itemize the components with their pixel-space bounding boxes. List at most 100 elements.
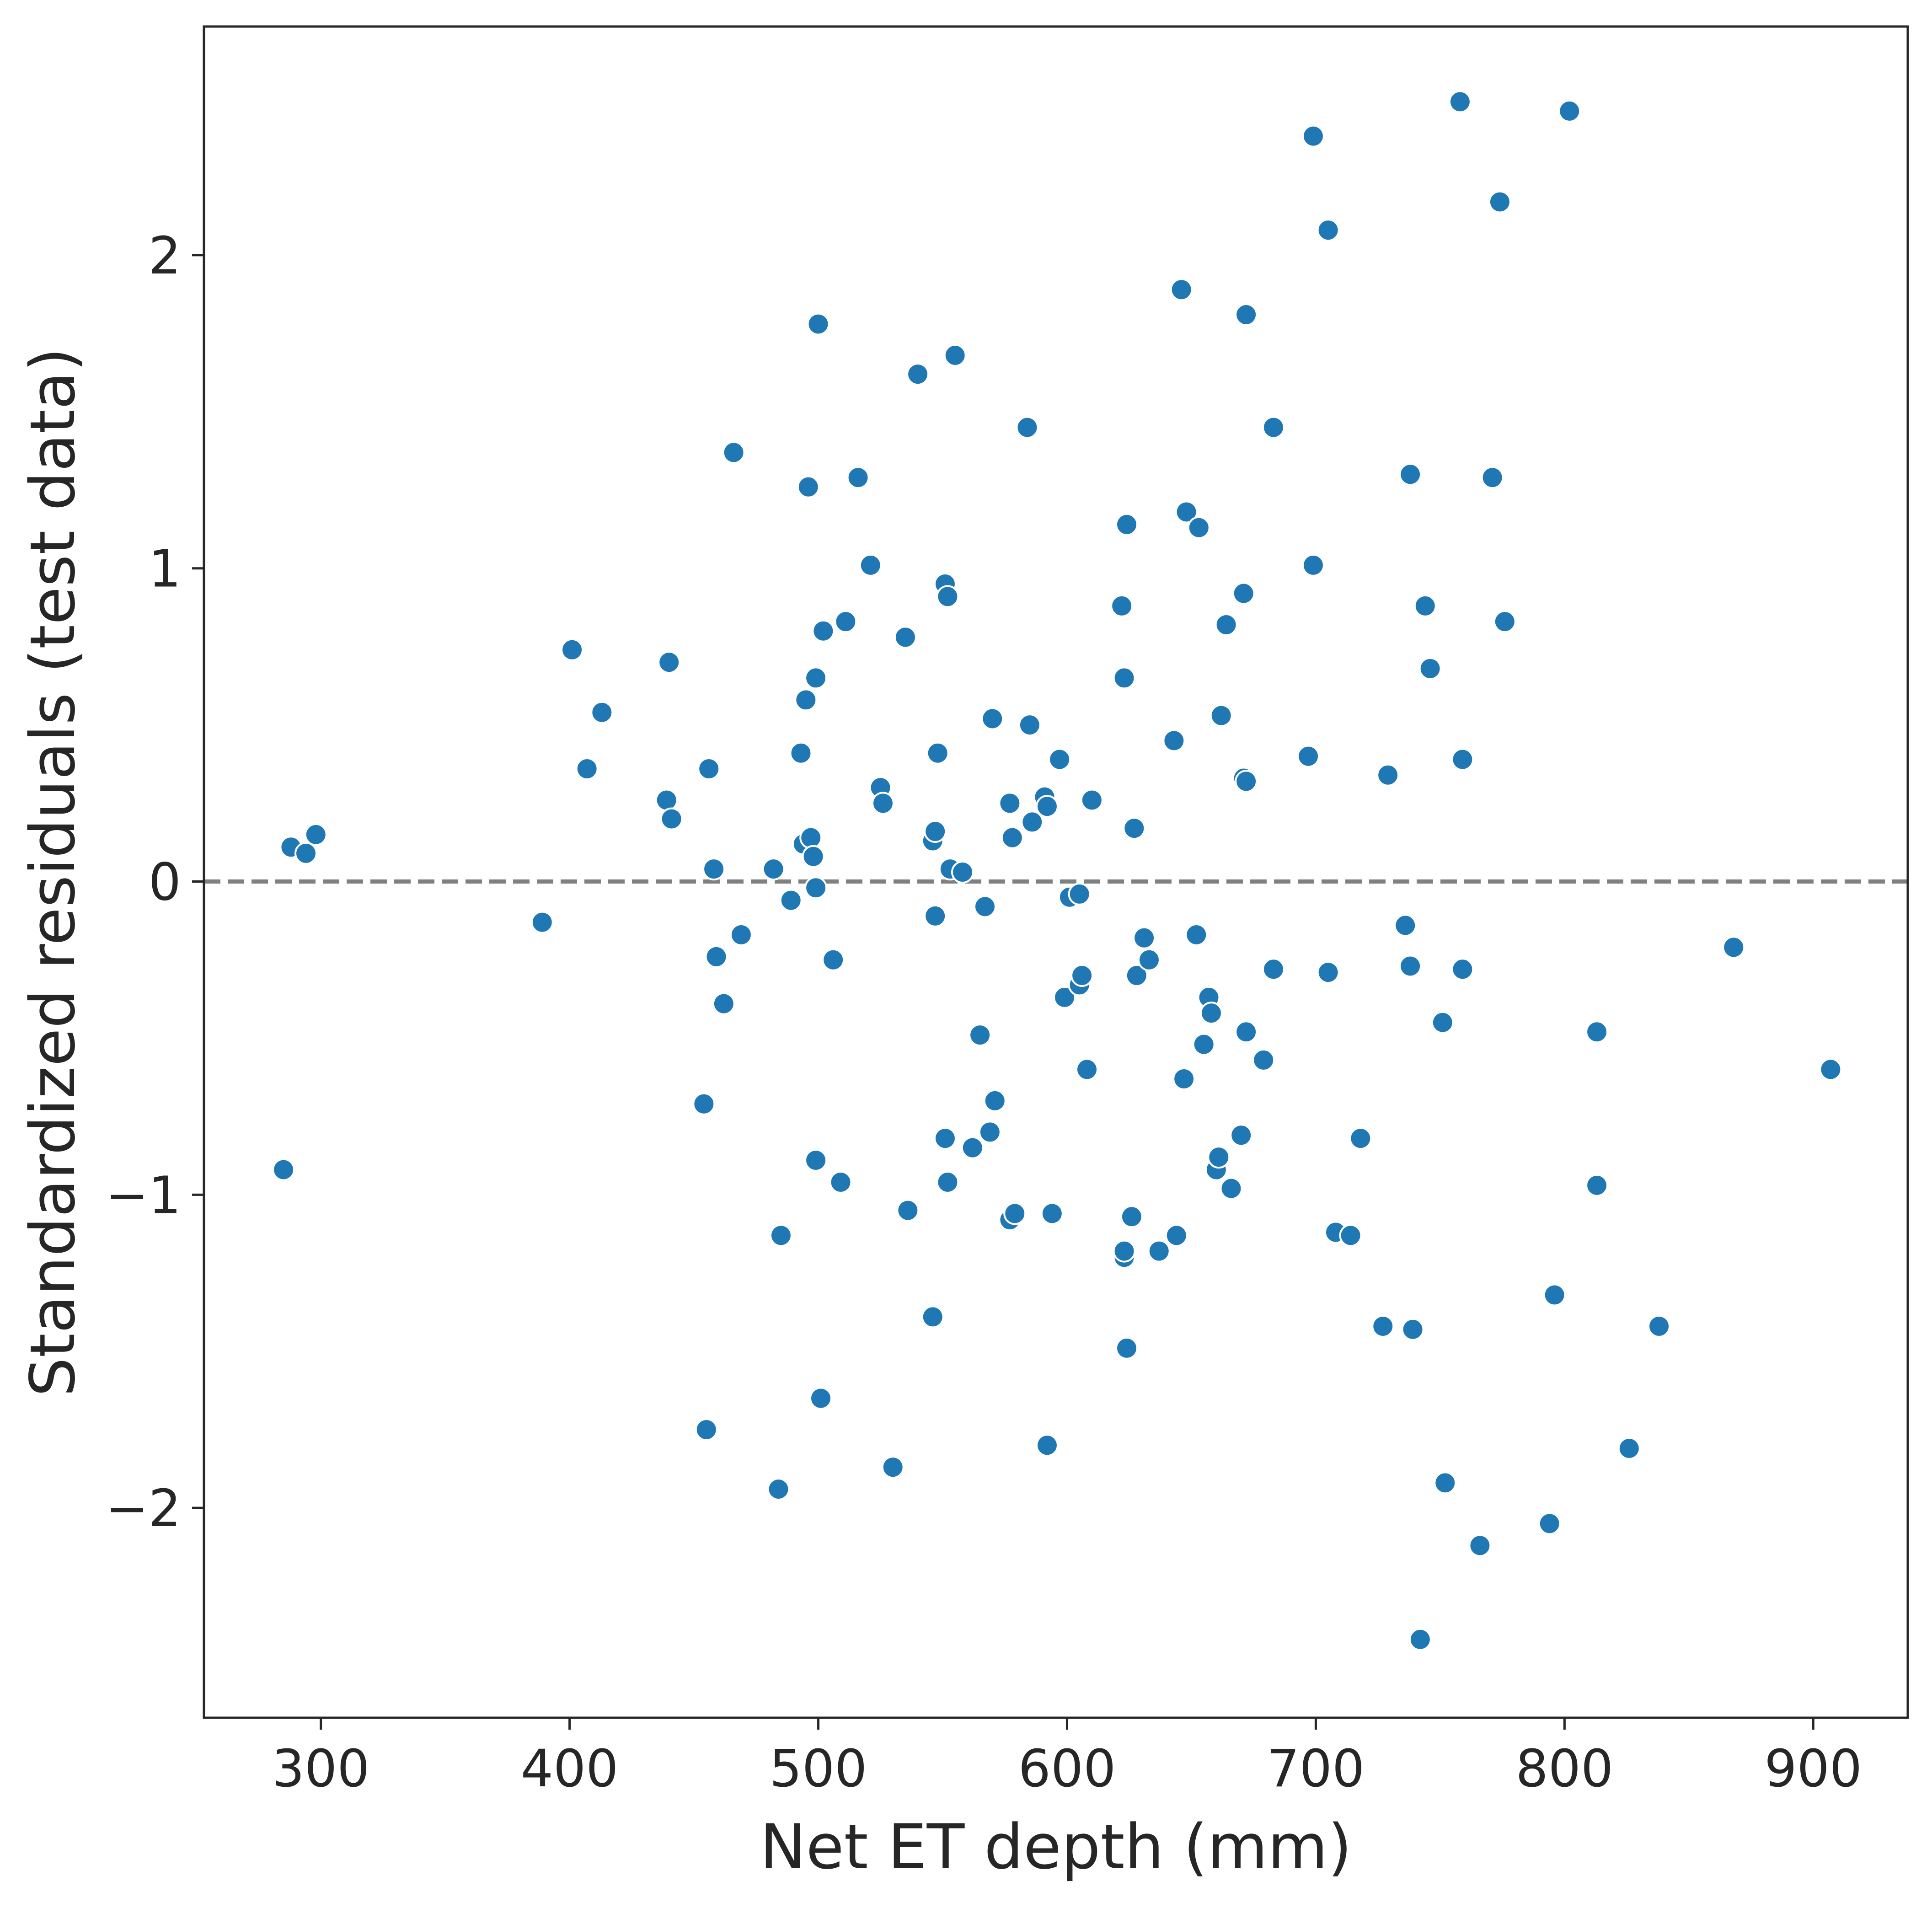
data-point (1075, 1058, 1098, 1081)
data-point (981, 707, 1004, 730)
data-point (1543, 1283, 1566, 1307)
data-point (722, 441, 745, 464)
data-point (1230, 1124, 1253, 1147)
data-point (1053, 986, 1076, 1009)
data-point (1185, 923, 1208, 946)
data-point (789, 741, 813, 765)
data-point (1018, 713, 1041, 737)
data-point (1120, 1205, 1143, 1228)
data-point (973, 895, 996, 918)
data-point (1301, 553, 1325, 577)
plot-frame (203, 25, 1909, 1719)
data-point (1035, 1434, 1059, 1457)
data-point (1468, 1534, 1492, 1557)
data-point (695, 1418, 718, 1441)
data-point (804, 876, 828, 900)
data-point (779, 889, 803, 912)
data-point (1110, 594, 1134, 617)
data-point (1819, 1058, 1842, 1081)
data-point (1192, 1033, 1215, 1056)
y-axis: −2 −1 0 1 2 (106, 226, 204, 1538)
data-point (1262, 958, 1285, 981)
data-point (1431, 1011, 1454, 1034)
data-point (697, 757, 721, 781)
data-point (1585, 1174, 1609, 1197)
data-point (1376, 763, 1400, 787)
data-point (1301, 124, 1325, 148)
data-point (951, 861, 974, 884)
data-point (705, 945, 728, 968)
data-point (998, 792, 1022, 815)
data-point (590, 701, 614, 724)
data-point (1448, 90, 1472, 113)
data-point (530, 911, 554, 934)
data-point (834, 610, 857, 633)
data-point (1165, 1224, 1188, 1247)
y-tick-label: 1 (149, 540, 181, 599)
data-point (1003, 1202, 1027, 1225)
data-point (561, 638, 584, 661)
data-point (871, 792, 894, 815)
data-point (1408, 1628, 1432, 1651)
data-point (1147, 1239, 1171, 1263)
data-point (799, 826, 823, 849)
data-point (1252, 1048, 1275, 1072)
data-point (1187, 516, 1210, 539)
data-point (936, 585, 959, 608)
data-point (1001, 826, 1024, 849)
data-point (1123, 817, 1146, 840)
data-point (809, 1387, 832, 1410)
data-point (1070, 964, 1094, 987)
data-point (1235, 1020, 1258, 1044)
data-point (1113, 1239, 1136, 1263)
data-point (1172, 1067, 1196, 1090)
data-point (1339, 1224, 1362, 1247)
data-point (692, 1092, 716, 1115)
data-point (1451, 958, 1474, 981)
data-point (1418, 657, 1442, 680)
data-point (983, 1089, 1006, 1112)
x-tick-label: 600 (1018, 1739, 1116, 1799)
data-point (1558, 99, 1581, 123)
data-point (762, 858, 785, 881)
data-point (1481, 466, 1504, 489)
data-point (896, 1199, 920, 1222)
data-point (1617, 1437, 1641, 1460)
data-point (1317, 219, 1340, 242)
data-point (729, 923, 753, 946)
data-point (943, 344, 967, 367)
data-point (1722, 936, 1745, 959)
data-point (978, 1120, 1001, 1144)
data-point (1040, 1202, 1064, 1225)
data-point (822, 948, 845, 971)
x-tick-label: 500 (770, 1739, 867, 1799)
x-tick-label: 300 (272, 1739, 370, 1799)
data-point (921, 1305, 944, 1329)
x-axis: 300 400 500 600 700 800 900 (272, 1718, 1862, 1799)
data-point (304, 823, 327, 846)
data-point (936, 1170, 959, 1194)
data-point (702, 858, 726, 881)
data-point (1232, 582, 1255, 605)
data-point (1648, 1314, 1671, 1338)
data-point (1349, 1127, 1372, 1150)
data-point (1451, 748, 1474, 771)
data-point (794, 688, 818, 712)
data-point (1394, 914, 1417, 937)
data-point (1371, 1314, 1395, 1338)
data-point (1401, 1318, 1424, 1341)
data-point (1080, 788, 1103, 812)
data-point (1115, 1336, 1139, 1360)
data-point (1434, 1471, 1457, 1495)
data-point (769, 1224, 792, 1247)
data-point (1048, 748, 1071, 771)
data-point (1035, 795, 1059, 818)
data-point (802, 845, 825, 868)
data-point (1215, 613, 1238, 636)
data-point (1199, 1002, 1223, 1025)
data-point (1488, 190, 1511, 214)
data-point (767, 1478, 790, 1501)
data-point (894, 626, 917, 649)
data-point (933, 1127, 957, 1150)
data-point (1137, 948, 1161, 971)
